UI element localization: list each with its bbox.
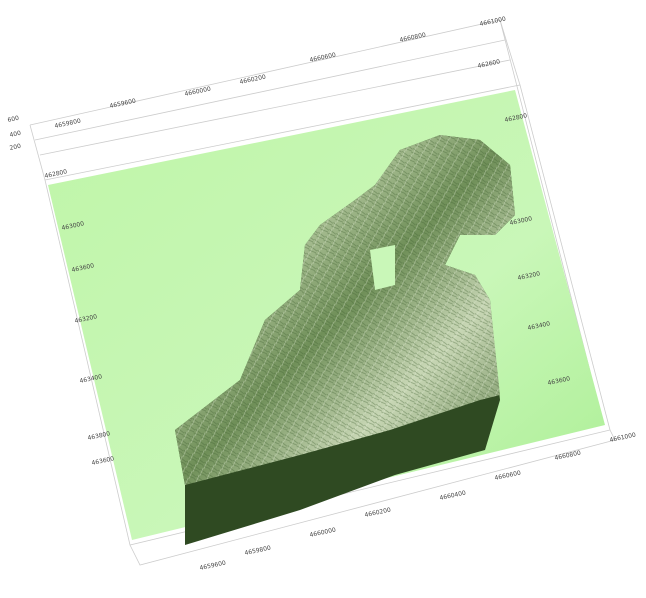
axis-label: 463600 xyxy=(71,262,95,274)
axis-label: 400 xyxy=(9,130,22,139)
axis-label: 4660400 xyxy=(439,490,467,502)
axis-label: 463000 xyxy=(61,220,85,232)
axis-label: 4660200 xyxy=(239,74,267,86)
axis-label: 4659800 xyxy=(244,545,272,557)
axis-label: 4660600 xyxy=(494,470,522,482)
axis-label: 463200 xyxy=(74,313,98,325)
axis-label: 462600 xyxy=(477,58,501,70)
axis-label: 462800 xyxy=(504,112,528,124)
axis-label: 463800 xyxy=(87,430,111,442)
axis-label: 4659600 xyxy=(199,560,227,572)
axis-label: 4660000 xyxy=(309,527,337,539)
axis-label: 463600 xyxy=(91,455,115,467)
axis-label: 4659800 xyxy=(54,118,82,130)
axis-label: 4660800 xyxy=(399,32,427,44)
frame xyxy=(29,19,616,566)
axis-label: 463400 xyxy=(527,320,551,332)
axis-label: 463600 xyxy=(547,375,571,387)
axis-label: 4660800 xyxy=(554,450,582,462)
axis-label: 4660600 xyxy=(309,52,337,64)
axis-label: 463000 xyxy=(509,215,533,227)
axis-label: 600 xyxy=(7,115,20,124)
axis-label: 4661000 xyxy=(609,432,637,444)
axis-label: 4660200 xyxy=(364,507,392,519)
axis-label: 463400 xyxy=(79,373,103,385)
axis-label: 4660000 xyxy=(184,86,212,98)
axis-label: 4661000 xyxy=(479,16,507,28)
terrain xyxy=(175,135,515,545)
axis-label: 463200 xyxy=(517,270,541,282)
axis-label: 462800 xyxy=(44,168,68,180)
axis-label: 200 xyxy=(9,143,22,152)
axis-label: 4659600 xyxy=(109,98,137,110)
